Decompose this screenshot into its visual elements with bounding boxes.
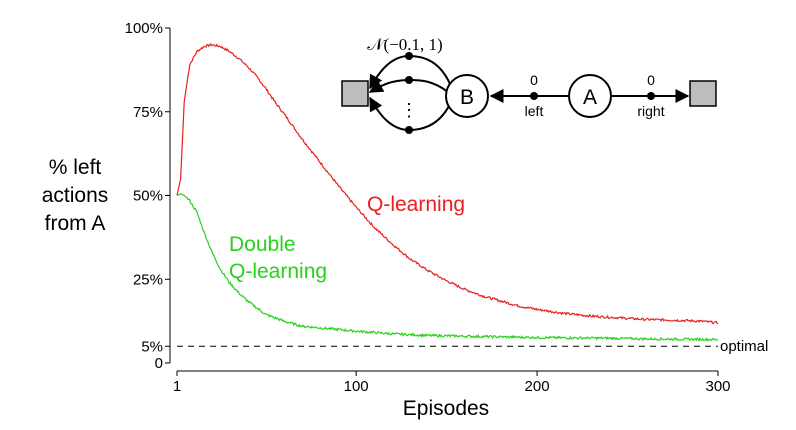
- y-tick-label: 100%: [125, 20, 163, 37]
- right-reward-label: 0: [647, 72, 655, 88]
- x-tick-label: 1: [173, 378, 181, 395]
- y-tick-label: 25%: [133, 271, 163, 288]
- y-axis-title-line-3: from A: [45, 212, 106, 235]
- q-learning-label: Q-learning: [367, 193, 465, 216]
- state-b-circle: [445, 74, 489, 118]
- y-axis-title-line-1: % left: [49, 156, 102, 179]
- arc-node-middle: [405, 76, 413, 84]
- y-tick-label: 0: [155, 355, 163, 372]
- distribution-label: 𝒩(−0.1, 1): [367, 35, 442, 54]
- state-b-label: B: [460, 86, 474, 109]
- q-learning-line: [176, 42, 719, 325]
- y-axis-title-line-2: actions: [42, 184, 109, 207]
- left-reward-label: 0: [530, 72, 538, 88]
- left-action-node: [530, 92, 538, 100]
- optimal-label: optimal: [720, 338, 768, 355]
- right-action-label: right: [637, 103, 664, 119]
- double-q-learning-line: [176, 193, 719, 342]
- y-tick-label: 5%: [141, 338, 163, 355]
- y-tick-labels: 05% 25% 50% 75% 100%: [125, 20, 163, 372]
- terminal-left-square: [341, 80, 369, 107]
- x-tick-label: 300: [705, 378, 730, 395]
- plot-area: [176, 42, 719, 347]
- arc-node-top: [405, 52, 413, 60]
- x-axis-title: Episodes: [403, 397, 489, 420]
- vertical-dots: ⋮: [400, 100, 418, 120]
- x-axis: [176, 370, 719, 376]
- x-tick-labels: 1 100 200 300: [173, 378, 731, 395]
- double-q-learning-label-line-2: Q-learning: [229, 260, 327, 283]
- left-action-label: left: [525, 103, 544, 119]
- y-tick-label: 50%: [133, 188, 163, 205]
- y-tick-label: 75%: [133, 104, 163, 121]
- x-tick-label: 100: [344, 378, 369, 395]
- arc-node-bottom: [405, 126, 413, 134]
- mdp-diagram: ⋮ 𝒩(−0.1, 1) B 0 left A 0 right: [341, 35, 717, 134]
- right-action-node: [647, 92, 655, 100]
- state-a-label: A: [583, 86, 597, 109]
- double-q-learning-label-line-1: Double: [229, 233, 296, 256]
- terminal-right-square: [689, 80, 717, 107]
- x-tick-label: 200: [525, 378, 550, 395]
- y-axis: [165, 27, 171, 364]
